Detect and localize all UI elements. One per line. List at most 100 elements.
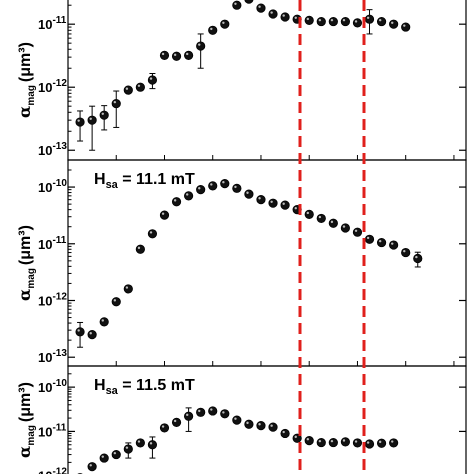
- data-point: [184, 191, 194, 201]
- data-point: [111, 98, 121, 109]
- data-point: [196, 407, 206, 417]
- data-point: [111, 449, 121, 460]
- data-point: [268, 9, 278, 19]
- data-point: [352, 438, 363, 448]
- data-point-highlight: [342, 439, 346, 442]
- data-point: [316, 16, 326, 27]
- data-point-highlight: [294, 435, 297, 439]
- data-point-highlight: [258, 197, 261, 200]
- data-point: [196, 185, 206, 195]
- data-point: [220, 19, 230, 29]
- data-point-highlight: [113, 299, 117, 302]
- data-point-highlight: [101, 112, 104, 115]
- y-tick-label: 10-11: [38, 235, 67, 252]
- data-point-highlight: [161, 212, 165, 215]
- data-point: [208, 181, 218, 191]
- data-point: [376, 16, 387, 27]
- data-point-highlight: [198, 187, 201, 190]
- panel-frame: [67, 159, 467, 367]
- data-point-highlight: [149, 442, 153, 445]
- data-point-highlight: [366, 441, 370, 444]
- y-axis-label: αmag(μm³): [15, 382, 37, 458]
- data-point-highlight: [282, 14, 285, 17]
- data-point: [99, 110, 109, 120]
- data-point-highlight: [101, 455, 104, 458]
- data-point: [268, 422, 278, 432]
- data-point-highlight: [378, 440, 382, 444]
- data-point: [280, 428, 290, 439]
- data-point-highlight: [342, 225, 346, 228]
- data-point: [352, 227, 363, 237]
- data-point-highlight: [161, 425, 165, 428]
- data-point: [316, 437, 326, 448]
- y-axis-label: αmag(μm³): [15, 42, 37, 118]
- data-point-highlight: [294, 16, 297, 19]
- data-point-highlight: [391, 440, 394, 443]
- data-point: [123, 284, 133, 294]
- data-point: [135, 82, 145, 92]
- data-point: [280, 200, 290, 210]
- data-point-highlight: [173, 199, 177, 202]
- data-point-highlight: [306, 438, 310, 441]
- data-point: [87, 115, 97, 125]
- data-point-highlight: [125, 87, 129, 90]
- data-point: [123, 444, 133, 454]
- data-point-highlight: [330, 18, 334, 22]
- data-point: [364, 234, 375, 244]
- panel-2: 10-10 10-11 10-12 10-13 αmag(μm³) Hsa = 11.1 …: [15, 159, 467, 367]
- data-point: [364, 14, 375, 24]
- data-point: [232, 415, 242, 425]
- data-point: [99, 453, 109, 463]
- data-point: [280, 12, 290, 22]
- data-point: [75, 117, 85, 127]
- data-point: [232, 183, 242, 193]
- y-tick-label: 10-11: [38, 422, 67, 439]
- data-point-highlight: [173, 53, 177, 57]
- data-point-highlight: [101, 319, 104, 322]
- y-tick-label: 10-10: [38, 378, 67, 395]
- data-point-highlight: [354, 20, 358, 23]
- data-point-highlight: [354, 440, 358, 443]
- data-point-highlight: [222, 181, 225, 184]
- data-point: [340, 16, 350, 27]
- data-point: [328, 218, 338, 228]
- data-point-highlight: [89, 117, 92, 120]
- data-point-highlight: [318, 18, 322, 22]
- data-point-highlight: [294, 207, 297, 210]
- y-axis-label: αmag(μm³): [15, 225, 37, 301]
- y-tick-label: 10-13: [38, 348, 67, 365]
- data-point-highlight: [246, 191, 249, 194]
- data-point: [256, 195, 266, 205]
- data-point: [244, 0, 254, 4]
- data-point-highlight: [222, 411, 225, 414]
- data-point-highlight: [149, 77, 153, 80]
- data-point-highlight: [366, 16, 370, 19]
- data-point-highlight: [77, 119, 80, 122]
- data-point-highlight: [137, 84, 141, 88]
- data-point: [328, 16, 338, 27]
- y-tick-label: 10-10: [38, 178, 67, 195]
- panel-annotation: Hsa = 11.5 mT: [94, 377, 195, 397]
- data-point-highlight: [161, 52, 165, 56]
- data-point-highlight: [306, 211, 310, 215]
- data-point: [316, 213, 326, 224]
- panel-annotation: Hsa = 11.1 mT: [94, 171, 195, 191]
- data-point-highlight: [391, 242, 394, 245]
- data-point: [171, 417, 182, 427]
- data-point-highlight: [258, 5, 261, 8]
- data-point: [147, 229, 158, 239]
- data-point-highlight: [234, 185, 237, 189]
- data-point-highlight: [137, 246, 141, 250]
- data-point-highlight: [258, 423, 261, 426]
- data-point: [340, 223, 350, 233]
- data-point-highlight: [403, 24, 406, 27]
- data-point-highlight: [198, 409, 201, 413]
- data-point: [159, 210, 170, 220]
- data-point-highlight: [366, 236, 370, 240]
- data-point-highlight: [330, 220, 334, 224]
- data-point-highlight: [113, 451, 117, 455]
- data-point: [159, 423, 170, 433]
- data-point-highlight: [270, 11, 273, 14]
- data-point: [376, 237, 387, 248]
